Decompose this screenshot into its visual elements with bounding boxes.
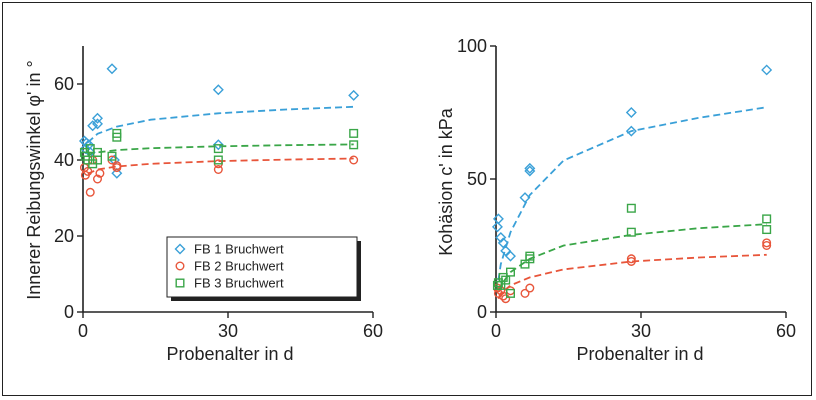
x-tick-label: 30 bbox=[631, 321, 651, 341]
legend-box bbox=[166, 236, 358, 298]
y-tick-label: 20 bbox=[54, 226, 74, 246]
cohesion-chart: 0 30 60 0 50 100 Probenalter in d Kohäsion c'… bbox=[436, 36, 796, 364]
x-tick-label: 0 bbox=[491, 321, 501, 341]
data-point bbox=[349, 140, 359, 150]
trend-lines bbox=[87, 105, 354, 175]
data-point bbox=[519, 192, 531, 204]
data-point bbox=[497, 237, 509, 249]
data-point bbox=[112, 128, 122, 138]
data-point bbox=[95, 168, 105, 178]
data-point bbox=[501, 275, 511, 285]
data-point bbox=[525, 283, 535, 293]
x-tick-label: 60 bbox=[776, 321, 796, 341]
data-point bbox=[520, 288, 530, 298]
trend-line bbox=[87, 105, 354, 144]
legend: FB 1 Bruchwert FB 2 Bruchwert FB 3 Bruchwe… bbox=[166, 236, 361, 301]
legend-marker bbox=[174, 243, 186, 255]
trend-line bbox=[87, 157, 354, 175]
x-axis-label: Probenalter in d bbox=[166, 344, 293, 364]
data-point bbox=[761, 64, 773, 76]
data-point bbox=[212, 84, 224, 96]
data-point bbox=[626, 256, 636, 266]
data-point bbox=[87, 120, 99, 132]
data-point bbox=[495, 232, 507, 244]
y-axis-label: Innerer Reibungswinkel φ' in ° bbox=[24, 60, 44, 299]
data-point bbox=[524, 162, 536, 174]
x-tick-label: 60 bbox=[363, 321, 383, 341]
figure-frame bbox=[2, 2, 812, 396]
data-point bbox=[498, 272, 508, 282]
data-point bbox=[762, 225, 772, 235]
data-point bbox=[111, 167, 123, 179]
data-point bbox=[92, 155, 102, 165]
trend-line bbox=[497, 253, 767, 300]
data-point bbox=[762, 238, 772, 248]
data-point bbox=[506, 286, 516, 296]
data-point bbox=[626, 254, 636, 264]
data-point bbox=[625, 107, 637, 118]
data-point bbox=[112, 161, 122, 171]
trend-lines bbox=[497, 106, 767, 300]
data-point bbox=[762, 214, 772, 224]
data-point bbox=[212, 139, 224, 151]
data-point bbox=[106, 63, 118, 75]
x-axis-label: Probenalter in d bbox=[576, 344, 703, 364]
trend-line bbox=[497, 106, 767, 281]
legend-label: FB 3 Bruchwert bbox=[194, 276, 284, 291]
data-point bbox=[506, 288, 516, 298]
data-point bbox=[505, 250, 516, 262]
legend-marker bbox=[175, 278, 185, 288]
data-point bbox=[107, 151, 117, 161]
data-point bbox=[491, 221, 503, 233]
axes bbox=[490, 45, 787, 318]
data-point bbox=[92, 118, 103, 130]
data-point bbox=[525, 251, 535, 261]
axes bbox=[77, 46, 374, 318]
tick-labels: 0 30 60 0 20 40 60 bbox=[54, 74, 383, 341]
trend-line bbox=[87, 143, 354, 156]
data-point bbox=[500, 245, 512, 257]
friction-angle-chart: 0 30 60 0 20 40 60 Probenalter in d Innerer Re… bbox=[24, 46, 383, 364]
data-point bbox=[626, 227, 636, 237]
data-point bbox=[348, 89, 360, 101]
legend-label: FB 1 Bruchwert bbox=[194, 242, 284, 257]
data-point bbox=[83, 166, 93, 176]
data-point bbox=[492, 213, 504, 225]
data-points bbox=[78, 63, 360, 197]
data-point bbox=[520, 259, 530, 269]
data-point bbox=[92, 112, 103, 124]
legend-marker bbox=[175, 261, 185, 271]
y-tick-label: 0 bbox=[64, 302, 74, 322]
x-tick-label: 0 bbox=[78, 321, 88, 341]
y-tick-label: 50 bbox=[467, 169, 487, 189]
data-point bbox=[92, 174, 102, 184]
data-point bbox=[349, 155, 359, 165]
y-tick-label: 40 bbox=[54, 150, 74, 170]
data-point bbox=[625, 125, 637, 137]
data-point bbox=[506, 267, 516, 277]
data-point bbox=[213, 144, 223, 154]
y-tick-label: 0 bbox=[477, 302, 487, 322]
data-point bbox=[349, 128, 359, 138]
data-points bbox=[491, 64, 773, 304]
legend-items: FB 1 Bruchwert FB 2 Bruchwert FB 3 Bruchwe… bbox=[174, 242, 284, 291]
x-tick-label: 30 bbox=[218, 321, 238, 341]
y-axis-label: Kohäsion c' in kPa bbox=[436, 107, 456, 256]
tick-labels: 0 30 60 0 50 100 bbox=[457, 36, 796, 341]
y-tick-label: 100 bbox=[457, 36, 487, 56]
legend-label: FB 2 Bruchwert bbox=[194, 259, 284, 274]
data-point bbox=[762, 240, 772, 250]
data-point bbox=[213, 164, 223, 174]
data-point bbox=[501, 294, 511, 304]
data-point bbox=[79, 143, 91, 155]
data-point bbox=[213, 155, 223, 165]
data-point bbox=[85, 187, 95, 197]
data-point bbox=[626, 203, 636, 213]
y-tick-label: 60 bbox=[54, 74, 74, 94]
